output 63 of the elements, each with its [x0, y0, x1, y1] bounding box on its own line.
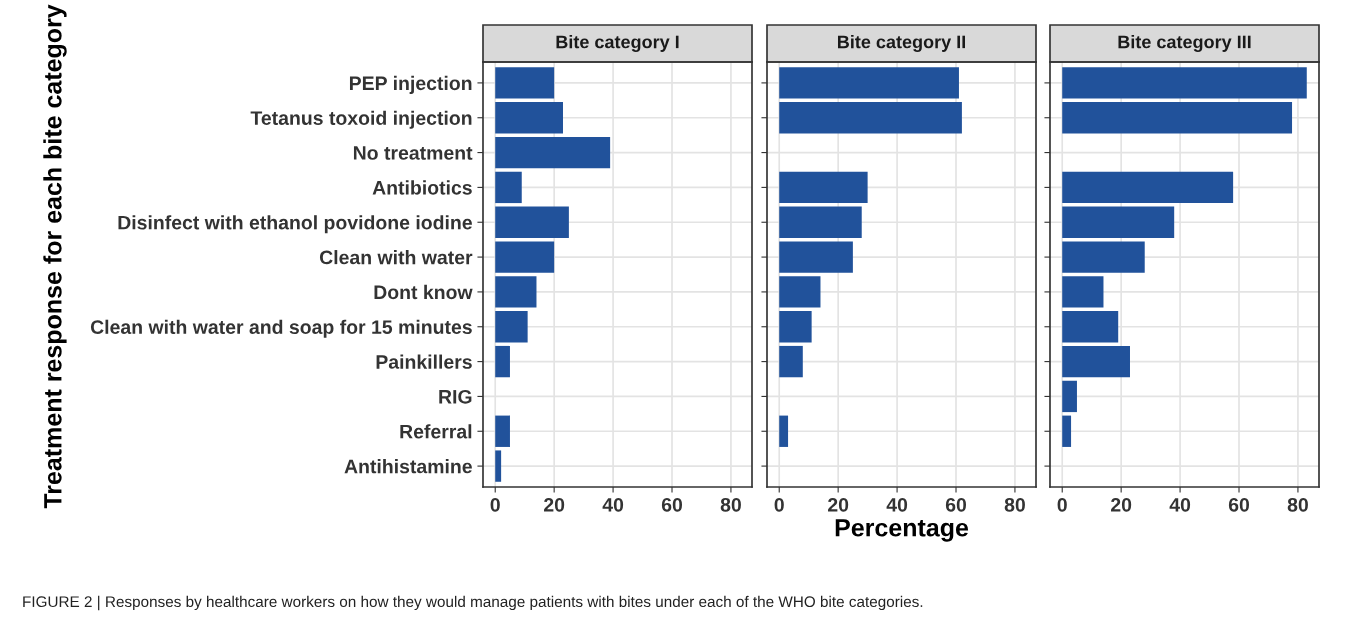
caption: FIGURE 2 | Responses by healthcare workers on how they would manage patients with bites under each of the WHO bite categories. [23, 595, 923, 611]
x-tick-label: 40 [602, 497, 624, 512]
y-tick-label: Disinfect with ethanol povidone iodine [118, 215, 472, 234]
bar [1062, 380, 1077, 413]
bar [1062, 415, 1072, 447]
x-tick-label: 20 [544, 497, 565, 512]
y-tick-label: Antibiotics [372, 180, 472, 195]
y-tick-label: Referral [400, 424, 472, 439]
y-tick-label: RIG [439, 389, 472, 404]
x-tick-label: 0 [1057, 497, 1067, 512]
x-tick-label: 0 [490, 497, 500, 512]
bar [779, 415, 789, 447]
bar [495, 67, 555, 99]
bar [495, 415, 510, 447]
bar [495, 241, 555, 273]
chart-title: Bite category III [1118, 35, 1251, 52]
x-tick-label: 40 [1169, 497, 1191, 512]
bar [1062, 206, 1175, 238]
chart-title: Bite category I [556, 35, 679, 52]
y-tick-label: Dont know [374, 284, 473, 300]
x-tick-label: 80 [1004, 497, 1025, 512]
x-tick-label: 60 [1228, 497, 1250, 512]
bar [1062, 345, 1130, 378]
bar [495, 345, 510, 378]
bar [1062, 311, 1119, 343]
bar [779, 206, 862, 238]
y-tick-label: No treatment [353, 146, 473, 160]
bar [1062, 67, 1307, 99]
bar [495, 171, 522, 204]
x-tick-label: 40 [886, 497, 908, 512]
bar [495, 311, 528, 343]
x-tick-label: 80 [1287, 497, 1308, 512]
y-tick-label: Antihistamine [344, 459, 472, 474]
x-tick-label: 20 [828, 497, 849, 512]
bar [1062, 171, 1234, 204]
x-tick-label: 0 [774, 497, 784, 512]
bar [495, 136, 611, 169]
y-tick-label: Painkillers [376, 354, 472, 369]
bar [779, 102, 962, 134]
y-axis-title: Treatment response for each bite category [43, 4, 67, 509]
bar [1062, 102, 1293, 134]
x-tick-label: 80 [720, 497, 741, 512]
y-tick-label: Tetanus toxoid injection [250, 110, 472, 129]
bar [495, 102, 563, 134]
bar [779, 171, 868, 204]
bar [1062, 276, 1104, 308]
chart-title: Bite category II [837, 35, 966, 52]
bar [779, 345, 803, 378]
x-axis-title: Percentage [835, 519, 969, 542]
y-tick-label: PEP injection [349, 75, 472, 94]
bar [495, 450, 502, 482]
bar [779, 276, 821, 308]
y-tick-label: Clean with water [319, 250, 473, 265]
y-tick-label: Clean with water and soap for 15 minutes [90, 319, 472, 338]
x-tick-label: 60 [945, 497, 967, 512]
bar [1062, 241, 1145, 273]
x-tick-label: 60 [661, 497, 683, 512]
x-tick-label: 20 [1111, 497, 1132, 512]
bar [779, 311, 812, 343]
bar [779, 241, 853, 273]
bar [495, 276, 537, 308]
bar [779, 67, 959, 99]
bar [495, 206, 569, 238]
